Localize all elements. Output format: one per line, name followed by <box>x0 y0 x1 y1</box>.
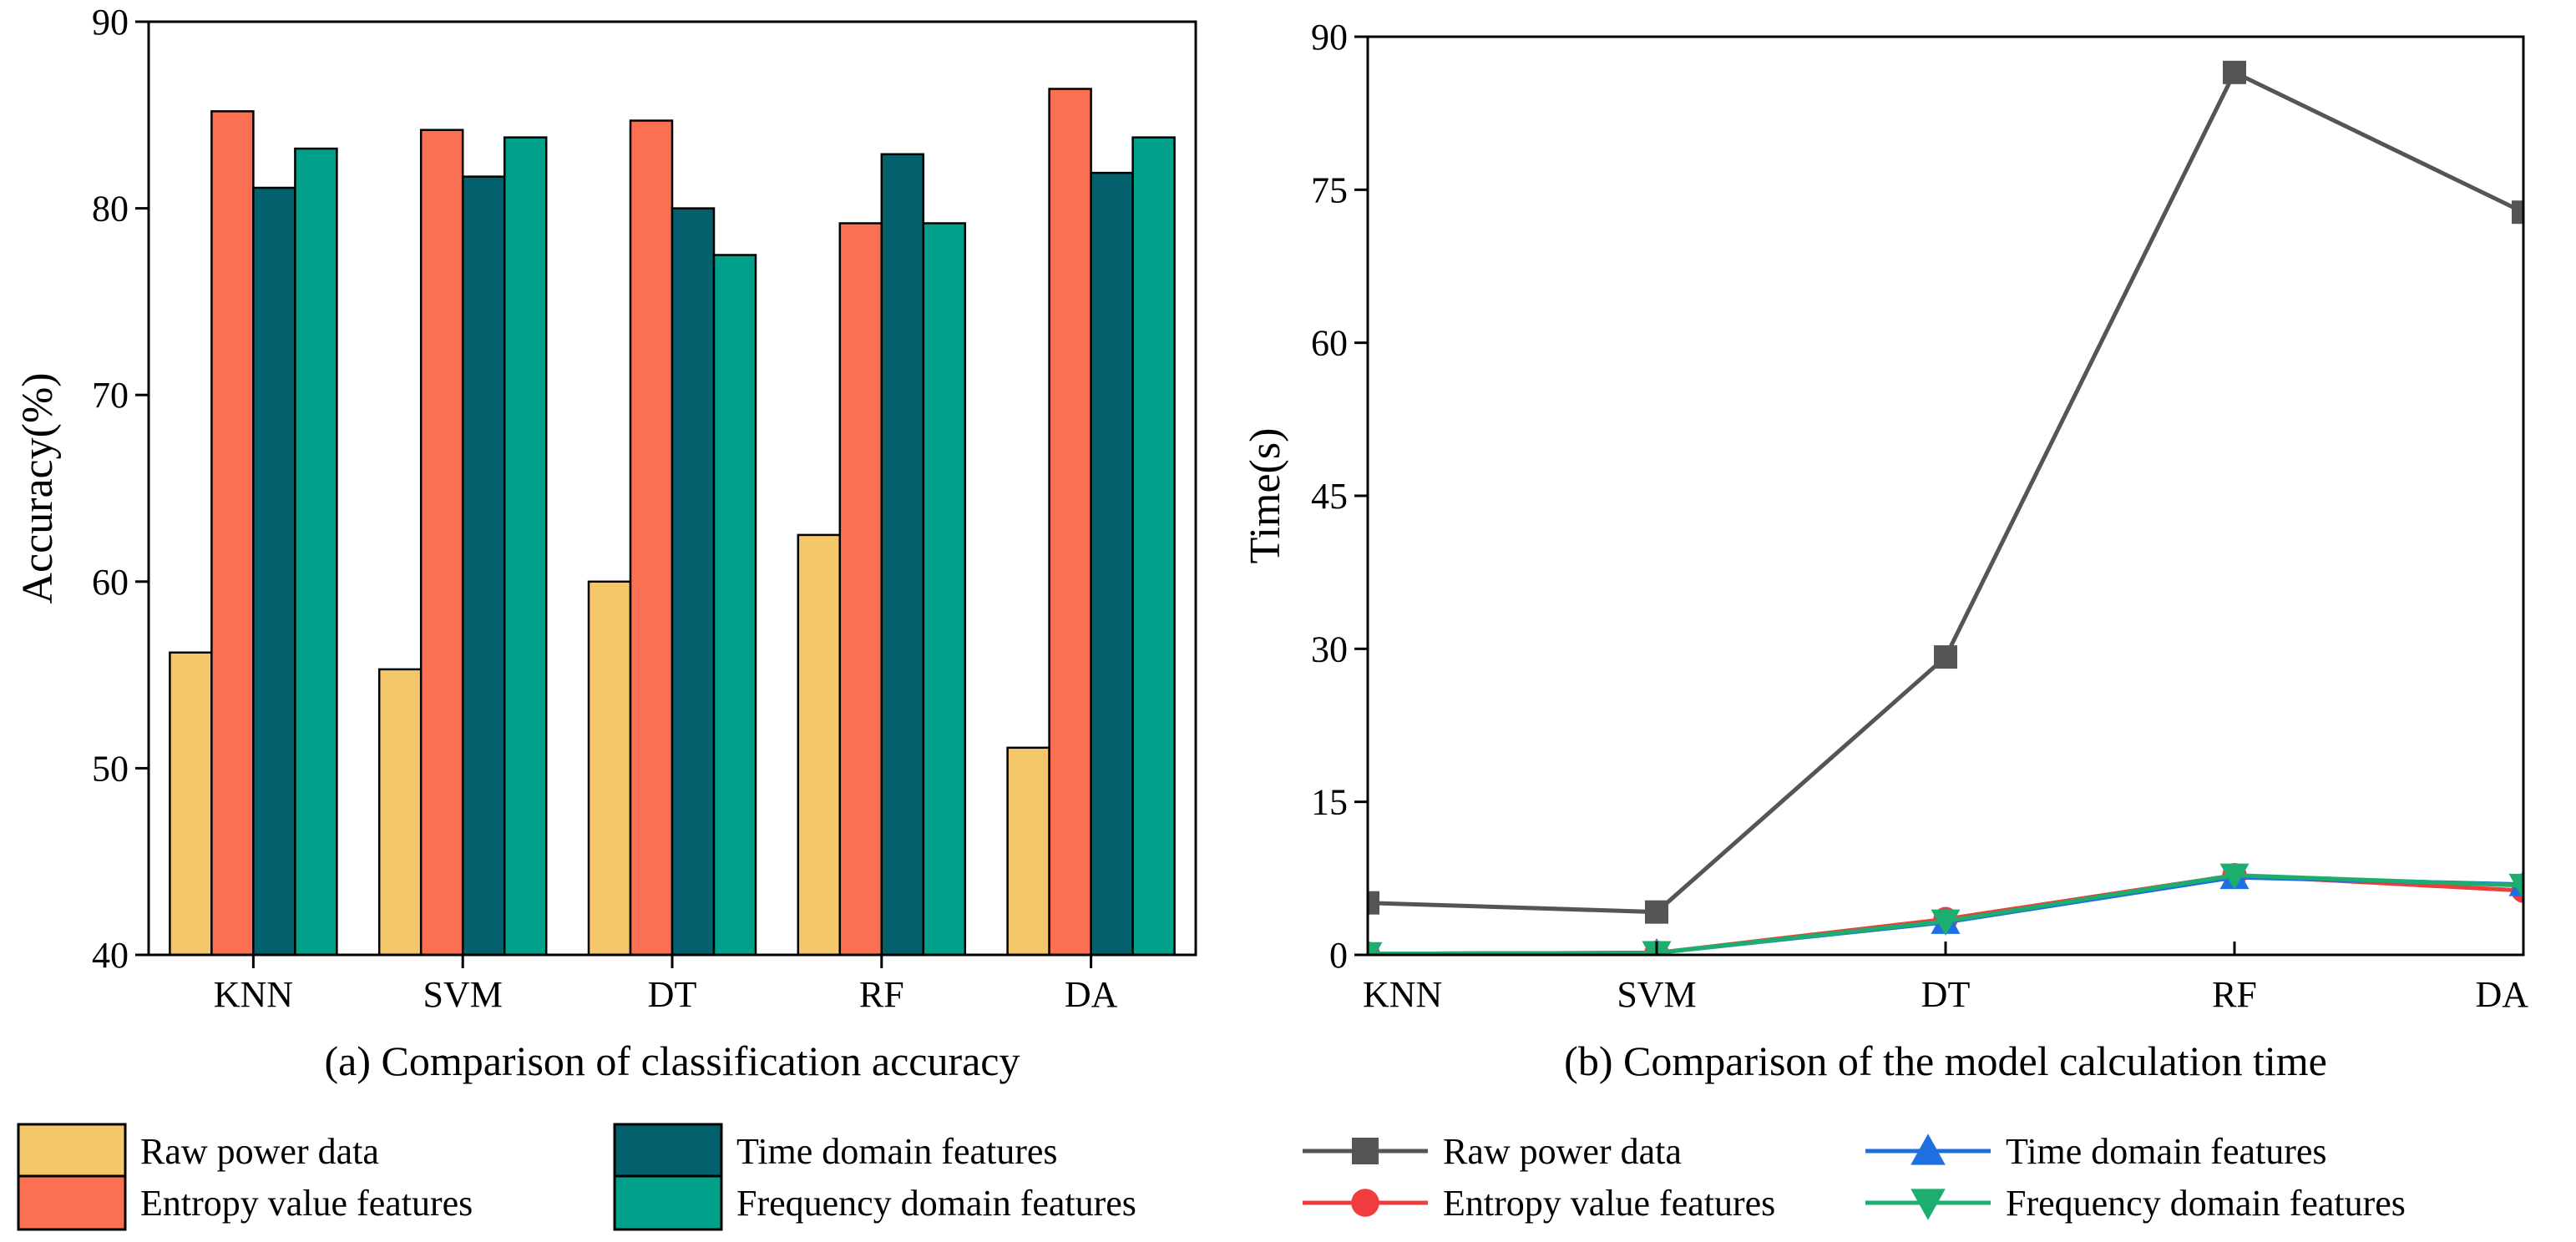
x-tick-label: DT <box>648 974 697 1015</box>
legend-label: Frequency domain features <box>736 1183 1136 1224</box>
time-chart-legend: Raw power data Time domain features Entrop… <box>1303 1131 2406 1224</box>
bar-frequency-domain-features-da <box>1131 136 1176 957</box>
bar-frequency-domain-features-svm <box>503 136 548 957</box>
bar-entropy-value-features-dt <box>629 119 674 957</box>
point-raw-power-data-rf <box>2223 60 2246 84</box>
accuracy-chart-legend: Raw power data Time domain features Entrop… <box>17 1123 1136 1231</box>
legend-label: Time domain features <box>2006 1131 2327 1172</box>
y-axis-label: Time(s) <box>1242 428 1289 564</box>
y-tick-label: 80 <box>92 189 129 230</box>
legend-label: Raw power data <box>1443 1131 1682 1172</box>
legend-swatch <box>613 1174 723 1231</box>
bar-time-domain-features-knn <box>252 186 296 957</box>
bar-frequency-domain-features-rf <box>922 222 967 957</box>
bar-raw-power-data-rf <box>797 533 842 957</box>
bar-time-domain-features-da <box>1090 171 1134 957</box>
y-tick-label: 90 <box>92 2 129 43</box>
point-raw-power-data-da <box>2512 200 2523 225</box>
bar-entropy-value-features-svm <box>419 129 464 957</box>
legend-label: Entropy value features <box>1443 1183 1775 1224</box>
x-tick-label: DT <box>1921 974 1971 1015</box>
legend-label: Entropy value features <box>140 1183 473 1224</box>
point-raw-power-data-knn <box>1368 891 1379 915</box>
legend-label: Raw power data <box>140 1131 379 1172</box>
bar-raw-power-data-svm <box>377 668 423 957</box>
legend-swatch <box>613 1123 723 1179</box>
line-raw-power-data <box>1368 69 2523 915</box>
plot-frame <box>1366 35 2525 957</box>
bar-raw-power-data-knn <box>169 651 213 957</box>
y-tick-label: 30 <box>1311 629 1348 669</box>
legend-marker <box>1910 1133 1946 1165</box>
point-frequency-domain-features-rf <box>2219 863 2250 891</box>
chart-caption: (b) Comparison of the model calculation … <box>1564 1038 2327 1084</box>
legend-label: Time domain features <box>736 1131 1058 1172</box>
x-tick-label: SVM <box>423 974 503 1015</box>
y-tick-label: 60 <box>1311 323 1348 364</box>
bar-entropy-value-features-knn <box>210 110 255 957</box>
y-tick-label: 75 <box>1311 169 1348 210</box>
legend-marker <box>1910 1189 1946 1220</box>
bar-time-domain-features-dt <box>671 207 716 957</box>
y-tick-label: 90 <box>1311 17 1348 58</box>
x-tick-label: RF <box>859 974 904 1015</box>
point-raw-power-data-svm <box>1645 900 1668 924</box>
legend-label: Frequency domain features <box>2006 1183 2406 1224</box>
legend-swatch <box>17 1174 127 1231</box>
bar-frequency-domain-features-knn <box>294 147 338 957</box>
y-tick-label: 45 <box>1311 476 1348 517</box>
y-tick-label: 60 <box>92 562 129 603</box>
x-tick-label: SVM <box>1617 974 1696 1015</box>
bar-frequency-domain-features-dt <box>712 254 757 957</box>
point-frequency-domain-features-knn <box>1368 942 1383 955</box>
bar-entropy-value-features-da <box>1048 88 1092 957</box>
bar-time-domain-features-rf <box>880 153 925 957</box>
time-line-chart: 0 15 30 45 60 75 90 KNN SVM DT RF DA Time(s) (b) Comp… <box>1242 17 2528 1084</box>
legend-marker <box>1351 1189 1379 1217</box>
y-axis-label: Accuracy(%) <box>14 372 62 603</box>
y-tick-label: 15 <box>1311 782 1348 823</box>
accuracy-bar-chart: 40 50 60 70 80 90 KNN SVM DT RF DA Accuracy(%) (a) C… <box>14 2 1197 1084</box>
point-frequency-domain-features-dt <box>1931 909 1961 937</box>
x-tick-label: KNN <box>1363 974 1442 1015</box>
plot-area <box>1368 60 2523 955</box>
point-frequency-domain-features-da <box>2508 873 2523 901</box>
y-tick-label: 0 <box>1329 935 1348 976</box>
x-tick-label: RF <box>2212 974 2257 1015</box>
bar-raw-power-data-da <box>1006 746 1050 957</box>
y-tick-label: 40 <box>92 935 129 976</box>
bar-entropy-value-features-rf <box>838 222 883 957</box>
x-tick-label: DA <box>2475 974 2528 1015</box>
point-raw-power-data-dt <box>1934 645 1957 669</box>
legend-marker <box>1352 1138 1379 1164</box>
y-tick-label: 70 <box>92 375 129 416</box>
bar-raw-power-data-dt <box>587 580 632 957</box>
bar-time-domain-features-svm <box>461 175 506 957</box>
chart-caption: (a) Comparison of classification accurac… <box>325 1038 1020 1084</box>
x-tick-label: DA <box>1065 974 1118 1015</box>
legend-swatch <box>17 1123 127 1179</box>
x-tick-label: KNN <box>214 974 293 1015</box>
y-tick-label: 50 <box>92 748 129 789</box>
